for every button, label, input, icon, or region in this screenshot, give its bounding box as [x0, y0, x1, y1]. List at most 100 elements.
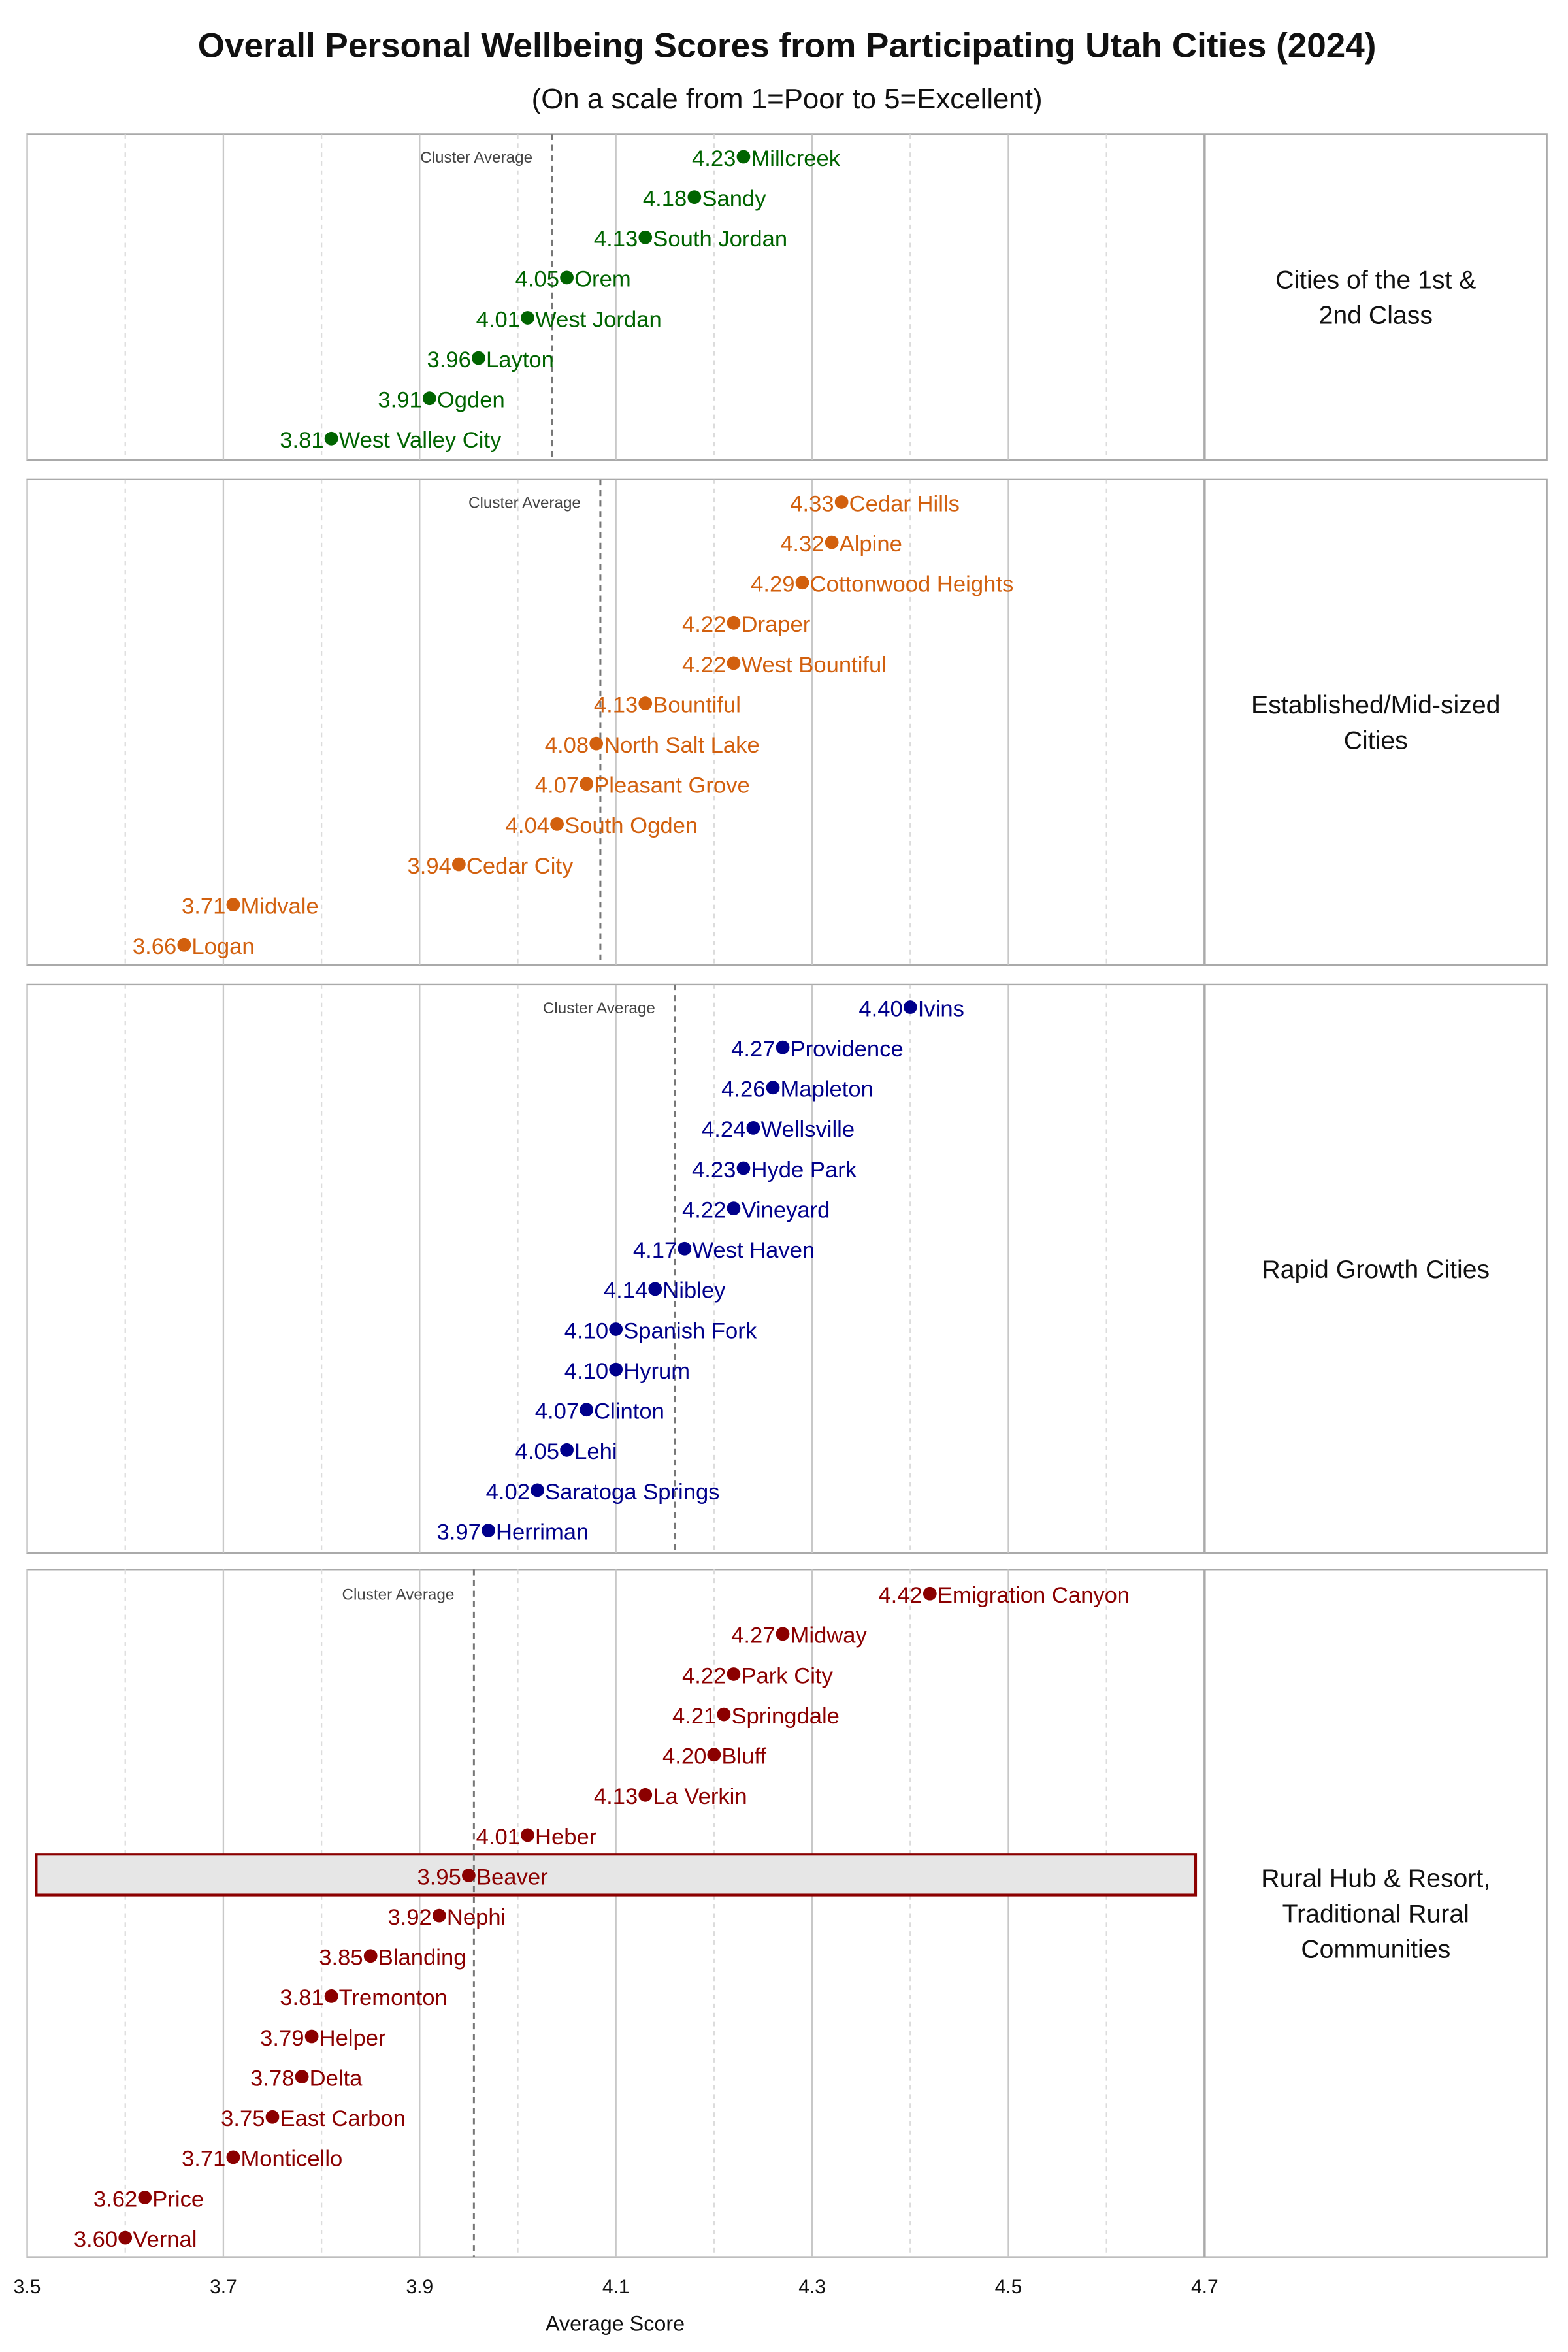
panel-frame: [26, 133, 1548, 461]
value-label: 3.79: [260, 2026, 304, 2051]
city-label: Sandy: [702, 186, 766, 211]
value-label: 4.17: [633, 1238, 677, 1263]
x-tick-label: 4.7: [1191, 2276, 1218, 2298]
value-label: 4.22: [682, 1663, 726, 1688]
city-label: Draper: [741, 612, 810, 637]
data-point: [324, 1989, 338, 2003]
data-point: [521, 1828, 534, 1842]
value-label: 4.22: [682, 653, 726, 678]
x-tick-label: 3.7: [210, 2276, 237, 2298]
value-label: 4.05: [515, 1439, 559, 1464]
city-label: Ivins: [918, 996, 964, 1021]
data-point: [923, 1586, 937, 1601]
city-label: Nibley: [662, 1279, 726, 1303]
city-label: Emigration Canyon: [938, 1583, 1130, 1608]
panel-label: 2nd Class: [1319, 301, 1433, 330]
city-label: West Valley City: [339, 428, 502, 453]
value-label: 4.13: [594, 693, 638, 717]
city-label: Ogden: [437, 388, 505, 413]
value-label: 3.78: [250, 2066, 294, 2091]
data-point: [226, 898, 240, 911]
city-label: Bountiful: [653, 693, 741, 717]
city-label: Monticello: [240, 2147, 342, 2172]
chart-subtitle: (On a scale from 1=Poor to 5=Excellent): [532, 83, 1043, 115]
value-label: 4.10: [564, 1318, 608, 1343]
value-label: 4.18: [643, 186, 687, 211]
city-label: Alpine: [840, 532, 902, 557]
panel-label: Rapid Growth Cities: [1262, 1255, 1490, 1284]
data-point: [422, 391, 436, 406]
city-label: Layton: [486, 348, 554, 372]
value-label: 4.23: [692, 1158, 736, 1183]
city-label: East Carbon: [280, 2106, 406, 2131]
city-label: Park City: [741, 1663, 833, 1688]
data-point: [432, 1908, 446, 1923]
panel-label: Traditional Rural: [1282, 1899, 1469, 1928]
value-label: 3.92: [387, 1905, 431, 1930]
value-label: 3.75: [221, 2106, 265, 2131]
value-label: 3.85: [319, 1946, 363, 1970]
city-label: Saratoga Springs: [545, 1480, 719, 1505]
data-point: [903, 1000, 917, 1014]
panel-label: Cities: [1344, 726, 1408, 755]
data-point: [609, 1362, 623, 1377]
value-label: 3.96: [427, 348, 471, 372]
city-label: Beaver: [476, 1865, 548, 1889]
data-point: [550, 817, 564, 831]
data-point: [265, 2110, 280, 2124]
value-label: 4.14: [604, 1279, 647, 1303]
city-label: Delta: [310, 2066, 363, 2091]
value-label: 4.23: [692, 146, 736, 171]
city-label: Logan: [191, 934, 254, 959]
city-label: Vineyard: [741, 1198, 830, 1222]
value-label: 4.21: [672, 1704, 716, 1729]
data-point: [727, 615, 741, 630]
city-label: Midvale: [240, 894, 318, 919]
data-point: [521, 311, 534, 325]
value-label: 4.27: [731, 1624, 775, 1648]
value-label: 4.10: [564, 1359, 608, 1384]
value-label: 4.24: [702, 1117, 745, 1142]
city-label: Millcreek: [751, 146, 840, 171]
data-point: [638, 230, 653, 244]
value-label: 4.22: [682, 1198, 726, 1222]
value-label: 3.97: [437, 1520, 481, 1544]
data-point: [609, 1322, 623, 1336]
city-label: West Bountiful: [741, 653, 887, 678]
x-tick-label: 3.9: [406, 2276, 433, 2298]
data-point: [560, 1443, 574, 1457]
cluster-average-label: Cluster Average: [342, 1586, 454, 1603]
data-point: [638, 696, 653, 710]
value-label: 3.62: [93, 2187, 137, 2212]
cluster-average-label: Cluster Average: [468, 495, 581, 512]
city-label: Orem: [574, 267, 631, 292]
data-point: [648, 1282, 662, 1296]
data-point: [560, 270, 574, 285]
city-label: Springdale: [731, 1704, 839, 1729]
data-point: [580, 1403, 594, 1417]
data-point: [678, 1241, 692, 1256]
city-label: Herriman: [496, 1520, 589, 1544]
data-point: [472, 351, 485, 365]
data-point: [795, 576, 809, 590]
city-label: La Verkin: [653, 1784, 747, 1809]
data-point: [825, 535, 839, 549]
city-label: North Salt Lake: [604, 733, 760, 758]
value-label: 3.66: [133, 934, 176, 959]
city-label: Blanding: [378, 1946, 466, 1970]
city-label: Vernal: [133, 2227, 197, 2252]
value-label: 4.29: [751, 572, 794, 597]
panel-label: Cities of the 1st &: [1275, 265, 1476, 294]
data-point: [531, 1483, 544, 1497]
x-tick-label: 4.5: [995, 2276, 1022, 2298]
panel-3: Cluster Average 4.42 Emigration Canyon 4.27…: [26, 1569, 1548, 2258]
data-point: [118, 2230, 133, 2245]
value-label: 4.01: [476, 1825, 520, 1850]
city-label: Spanish Fork: [623, 1318, 757, 1343]
city-label: Lehi: [574, 1439, 617, 1464]
data-point: [138, 2191, 152, 2204]
data-point: [766, 1081, 780, 1095]
panel-frame: [26, 478, 1548, 966]
panel-1: Cluster Average 4.33 Cedar Hills 4.32 Alpine…: [26, 478, 1548, 966]
